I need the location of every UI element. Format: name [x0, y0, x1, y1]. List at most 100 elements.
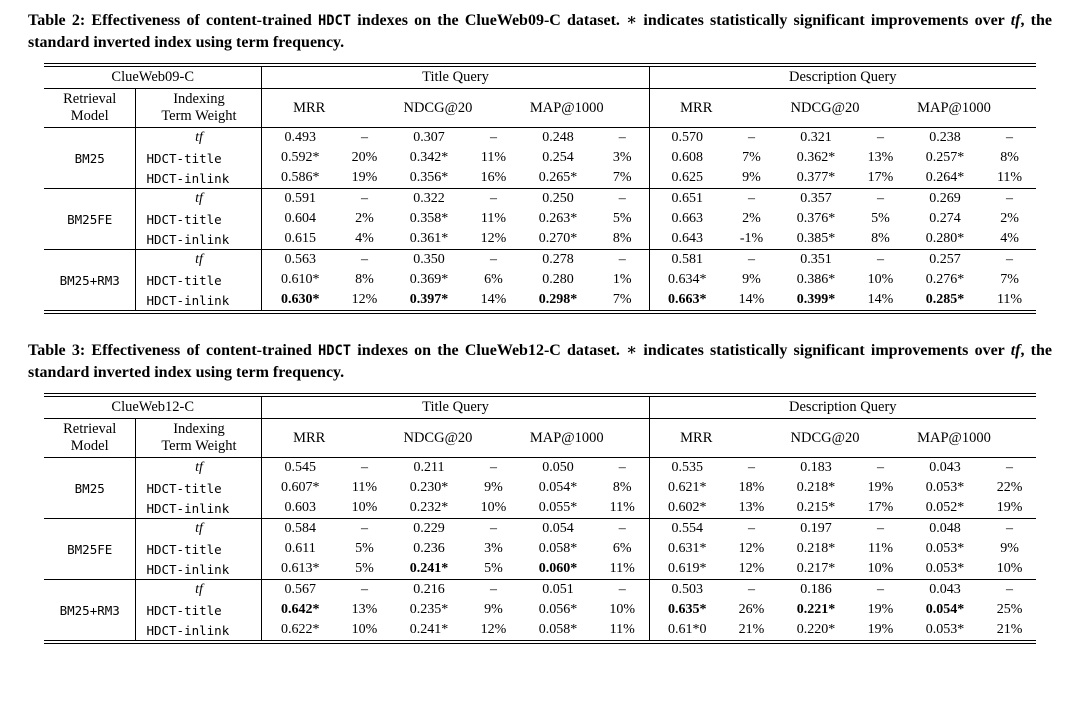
- metric-pct-cell: –: [337, 249, 391, 271]
- query-group-header: Title Query: [261, 395, 650, 420]
- caption-segment: Table 3: Effectiveness of content-traine…: [28, 342, 318, 360]
- metric-pct-cell: 13%: [867, 150, 894, 166]
- metric-pct-cell: –: [1006, 130, 1014, 146]
- metric-pct-cell: 6%: [595, 539, 650, 560]
- metric-value-cell: 0.269: [907, 188, 984, 210]
- term-weight-cell: tf: [135, 579, 263, 601]
- header-row-metrics: Retrieval Model Indexing Term Weight MRR NDCG…: [43, 88, 1037, 129]
- data-row: HDCT-title 0.642* 13% 0.235* 9% 0.056* 10% 0.63…: [44, 600, 1036, 621]
- term-weight-cell: tf: [135, 188, 263, 210]
- header-row-dataset: ClueWeb09-C Title Query Description Query: [43, 65, 1037, 90]
- metric-pct-cell: 3%: [484, 541, 503, 557]
- metric-pct-cell: 4%: [1000, 231, 1019, 247]
- metric-pct-cell: 2%: [742, 211, 761, 227]
- header-line: Indexing: [173, 91, 225, 108]
- metric-pct-cell: 12%: [480, 231, 507, 247]
- metric-pct-cell: 19%: [867, 480, 894, 496]
- metric-pct-cell: 22%: [996, 480, 1023, 496]
- metric-value-cell: 0.493: [284, 130, 316, 146]
- weight-column-header: Indexing Term Weight: [135, 418, 263, 459]
- metric-pct-cell: 10%: [595, 600, 650, 621]
- metric-pct-cell: 5%: [871, 211, 890, 227]
- metric-value-cell: 0.043: [907, 579, 984, 601]
- metric-value-cell: 0.211: [413, 460, 445, 476]
- term-weight-cell: HDCT-title: [135, 148, 263, 169]
- metric-pct-cell: –: [854, 249, 908, 271]
- data-row: BM25 tf 0.493 – 0.307 – 0.248 – 0.570 – 0.321 – 0.23…: [43, 127, 1036, 189]
- metric-header: MRR: [649, 88, 779, 129]
- metric-pct-cell: –: [360, 460, 368, 476]
- metric-value-cell: 0.217*: [796, 561, 836, 577]
- metric-pct-cell: 5%: [595, 209, 650, 230]
- metric-pct-cell: 11%: [595, 620, 650, 643]
- metric-value-cell: 0.229: [390, 518, 467, 540]
- caption-segment: indexes on the ClueWeb12-C dataset. ∗ in…: [351, 342, 1011, 360]
- table-head: ClueWeb12-C Title Query Description Query R…: [43, 395, 1037, 459]
- metric-header: MRR: [261, 418, 391, 459]
- metric-value-cell: 0.545: [284, 460, 316, 476]
- query-group-header: Title Query: [261, 65, 650, 90]
- metric-pct-cell: 4%: [355, 231, 374, 247]
- metric-value-cell: 0.619*: [668, 561, 707, 577]
- header-line: Model: [70, 438, 109, 455]
- metric-pct-cell: 12%: [480, 622, 507, 638]
- metric-pct-cell: 19%: [996, 500, 1023, 516]
- metric-value-cell: 0.248: [542, 130, 574, 146]
- table-2-section: Table 2: Effectiveness of content-traine…: [26, 10, 1054, 315]
- results-table-3: ClueWeb12-C Title Query Description Query R…: [43, 393, 1037, 645]
- metric-pct-cell: 9%: [484, 602, 503, 618]
- data-row: BM25 tf 0.545 – 0.211 – 0.050 – 0.535 – 0.183 – 0.04…: [43, 457, 1036, 519]
- metric-value-cell: 0.274: [929, 211, 961, 227]
- metric-pct-cell: 10%: [867, 561, 894, 577]
- metric-pct-cell: –: [466, 188, 520, 210]
- metric-pct-cell: 10%: [351, 500, 378, 516]
- metric-value-cell: 0.051: [519, 579, 596, 601]
- metric-pct-cell: 13%: [351, 602, 378, 618]
- metric-pct-cell: –: [725, 518, 779, 540]
- term-weight-cell: tf: [135, 457, 263, 479]
- metric-value-cell: 0.631*: [668, 541, 707, 557]
- dataset-header: ClueWeb12-C: [43, 395, 263, 420]
- metric-value-cell: 0.264*: [925, 170, 965, 186]
- metric-pct-cell: 26%: [738, 602, 765, 618]
- data-row: HDCT-inlink 0.586* 19% 0.356* 16% 0.265* 7% 0.6…: [44, 168, 1036, 189]
- metric-pct-cell: 7%: [595, 168, 650, 189]
- metric-value-cell: 0.241*: [409, 561, 449, 577]
- metric-pct-cell: 12%: [738, 561, 765, 577]
- metric-value-cell: 0.361*: [409, 231, 449, 247]
- metric-value-cell: 0.535: [671, 460, 704, 476]
- metric-value-cell: 0.221*: [796, 602, 836, 618]
- metric-value-cell: 0.554: [649, 518, 726, 540]
- metric-pct-cell: 21%: [996, 622, 1023, 638]
- metric-value-cell: 0.592*: [280, 150, 320, 166]
- metric-value-cell: 0.276*: [925, 272, 965, 288]
- metric-value-cell: 0.607*: [280, 480, 320, 496]
- metric-pct-cell: –: [489, 130, 497, 146]
- data-row: BM25FE tf 0.584–0.229–0.054–0.554–0.197–0.…: [43, 518, 1037, 580]
- metric-value-cell: 0.054*: [925, 602, 965, 618]
- header-row-dataset: ClueWeb12-C Title Query Description Query: [43, 395, 1037, 420]
- metric-pct-cell: 17%: [867, 170, 894, 186]
- metric-pct-cell: 11%: [595, 498, 650, 519]
- metric-value-cell: 0.570: [671, 130, 704, 146]
- metric-value-cell: 0.634*: [668, 272, 707, 288]
- metric-pct-cell: 21%: [738, 622, 765, 638]
- metric-pct-cell: 9%: [742, 170, 761, 186]
- metric-value-cell: 0.218*: [796, 480, 836, 496]
- retrieval-model-cell: BM25+RM3: [43, 249, 137, 313]
- metric-value-cell: 0.613*: [280, 561, 320, 577]
- metric-value-cell: 0.586*: [280, 170, 320, 186]
- metric-pct-cell: 2%: [355, 211, 374, 227]
- metric-pct-cell: 7%: [1000, 272, 1019, 288]
- metric-value-cell: 0.611: [284, 541, 316, 557]
- metric-value-cell: 0.322: [390, 188, 467, 210]
- metric-pct-cell: 7%: [742, 150, 761, 166]
- data-row: BM25+RM3 tf 0.563–0.350–0.278–0.581–0.351–…: [43, 249, 1037, 313]
- term-weight-cell: HDCT-title: [135, 270, 263, 291]
- metric-value-cell: 0.615: [284, 231, 316, 247]
- header-row-metrics: Retrieval Model Indexing Term Weight MRR NDCG…: [43, 418, 1037, 459]
- metric-value-cell: 0.591: [261, 188, 338, 210]
- metric-value-cell: 0.604: [284, 211, 316, 227]
- data-row: HDCT-title 0.607* 11% 0.230* 9% 0.054* 8% 0.621…: [44, 478, 1036, 499]
- metric-pct-cell: 5%: [355, 541, 374, 557]
